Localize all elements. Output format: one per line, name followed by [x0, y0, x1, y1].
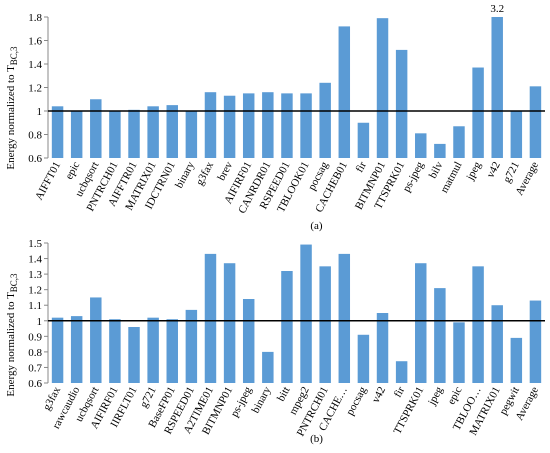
bar — [434, 143, 446, 158]
y-tick-label: 1.2 — [28, 83, 42, 95]
y-tick-label: 1.4 — [28, 59, 42, 71]
bar — [204, 92, 217, 158]
y-axis-label: Energy normalized to TBC,3 — [5, 273, 19, 397]
bar — [376, 313, 389, 383]
bar — [128, 109, 140, 158]
y-tick-label: 0.6 — [28, 378, 42, 390]
bar — [166, 105, 178, 158]
bar — [395, 49, 408, 158]
y-tick-label: 0.8 — [28, 347, 42, 359]
bar — [338, 26, 351, 158]
y-tick-label: 1.6 — [28, 36, 42, 48]
bar — [453, 322, 465, 383]
x-tick-label: v42 — [370, 385, 388, 405]
y-axis-label-sub: BC,3 — [9, 46, 19, 65]
x-tick-label: fir — [392, 384, 408, 399]
bars — [51, 17, 542, 158]
bar — [262, 351, 274, 383]
x-tick-label: jpeg — [464, 159, 484, 183]
bar — [529, 300, 542, 383]
x-tick-label: jpeg — [426, 384, 446, 408]
bar — [166, 319, 178, 383]
bar — [90, 99, 102, 158]
caption: (b) — [310, 433, 323, 445]
x-tick-label: bilv — [427, 159, 446, 180]
bar — [204, 253, 217, 383]
bar — [338, 253, 351, 383]
bar — [223, 95, 236, 158]
bar — [70, 111, 83, 158]
x-tick-label: epic — [63, 160, 82, 182]
bar — [395, 361, 408, 383]
x-tick-label: binary — [173, 159, 197, 190]
caption: (a) — [310, 220, 323, 232]
y-tick-label: 1.4 — [28, 254, 42, 266]
bar — [300, 244, 312, 383]
bar — [472, 67, 484, 158]
y-tick-label: 0.7 — [28, 362, 42, 374]
bar — [510, 111, 523, 158]
bar — [357, 334, 370, 383]
data-label: 3.2 — [490, 3, 504, 15]
bar — [357, 122, 370, 158]
x-tick-label: binary — [250, 384, 274, 415]
bar — [281, 93, 293, 158]
bar — [128, 327, 140, 383]
y-axis-label-main: Energy normalized to T — [5, 292, 17, 397]
bar — [242, 299, 255, 383]
x-tick-label: AIFFT01 — [33, 160, 63, 202]
y-tick-label: 0.6 — [28, 153, 42, 165]
bar — [109, 319, 121, 383]
y-tick-label: 1.1 — [28, 300, 42, 312]
bar — [491, 17, 503, 158]
x-tick-label: pocsag — [344, 384, 369, 417]
bar — [281, 271, 293, 383]
y-axis-label: Energy normalized to TBC,3 — [5, 46, 19, 170]
bar — [51, 106, 64, 158]
bar — [415, 263, 427, 383]
bar — [453, 126, 465, 158]
bar — [90, 297, 102, 383]
bar — [185, 111, 198, 158]
y-tick-label: 1.5 — [28, 238, 42, 250]
y-axis-label-main: Energy normalized to T — [5, 65, 17, 170]
bar — [319, 82, 331, 158]
bars — [51, 244, 542, 383]
bar — [262, 92, 274, 158]
bar — [109, 111, 121, 158]
x-tick-label: bitt — [275, 385, 292, 404]
bar — [319, 266, 331, 383]
bar — [185, 309, 198, 383]
bar — [529, 86, 542, 158]
y-tick-label: 0.8 — [28, 130, 42, 142]
x-tick-label: fir — [354, 159, 370, 174]
bar — [223, 263, 236, 383]
bar — [242, 93, 255, 158]
y-tick-label: 1.3 — [28, 269, 42, 281]
bar — [510, 337, 523, 383]
y-tick-label: 1.2 — [28, 285, 42, 297]
bar — [51, 317, 64, 383]
bar — [491, 305, 503, 383]
y-tick-label: 1 — [37, 106, 43, 118]
bar — [376, 18, 389, 158]
bar — [147, 106, 159, 158]
y-tick-label: 1.8 — [28, 12, 42, 24]
x-tick-label: g3fax — [194, 159, 217, 187]
y-axis-label-sub: BC,3 — [9, 273, 19, 292]
bar — [70, 316, 83, 383]
bar — [415, 133, 427, 158]
bar — [147, 317, 159, 383]
y-tick-label: 1 — [37, 316, 43, 328]
bar — [472, 266, 484, 383]
y-tick-label: 0.9 — [28, 331, 42, 343]
bar — [300, 93, 312, 158]
x-tick-label: v42 — [485, 160, 503, 180]
x-tick-label: epic — [445, 385, 464, 407]
bar — [434, 288, 446, 383]
